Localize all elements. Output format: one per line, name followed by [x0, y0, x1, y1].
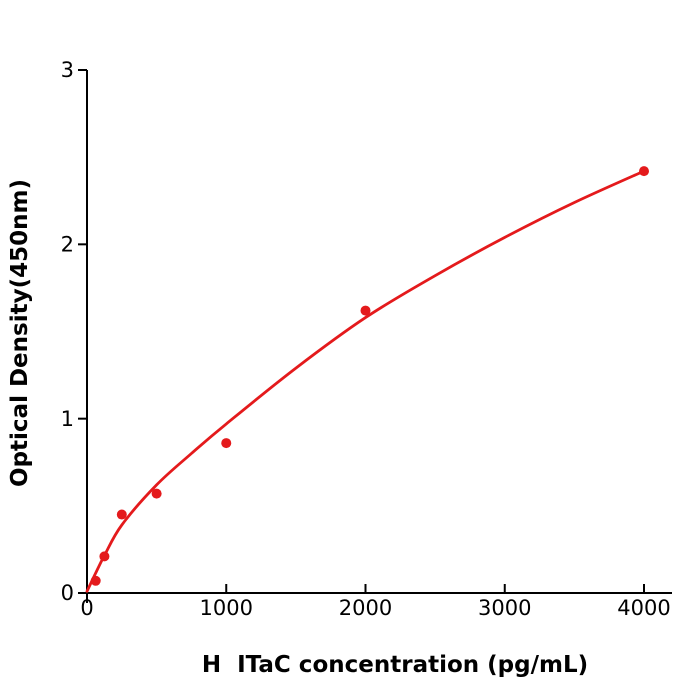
tick-label-layer: 0 1000 2000 3000 4000 0 1 2 3: [61, 58, 671, 620]
x-tick-label: 4000: [617, 596, 670, 620]
fit-curve: [85, 169, 646, 593]
x-axis-label: H ITaC concentration (pg/mL): [201, 652, 589, 678]
y-tick-label: 0: [61, 581, 74, 605]
data-point: [360, 305, 371, 316]
data-point: [116, 509, 127, 520]
y-tick-label: 2: [61, 232, 74, 256]
data-point: [221, 438, 232, 449]
y-tick-label: 3: [61, 58, 74, 82]
fit-curve-layer: [85, 169, 646, 593]
x-tick-label: 2000: [339, 596, 392, 620]
x-tick-label: 3000: [478, 596, 531, 620]
x-tick-label: 1000: [200, 596, 253, 620]
data-point: [151, 488, 162, 499]
x-tick-label: 0: [80, 596, 93, 620]
axes-layer: [78, 69, 672, 603]
data-point: [90, 575, 101, 586]
data-point: [99, 551, 110, 562]
data-point: [639, 166, 649, 177]
data-points-layer: [90, 166, 649, 586]
y-axis-label: Optical Density(450nm): [7, 179, 33, 487]
y-tick-label: 1: [61, 407, 74, 431]
